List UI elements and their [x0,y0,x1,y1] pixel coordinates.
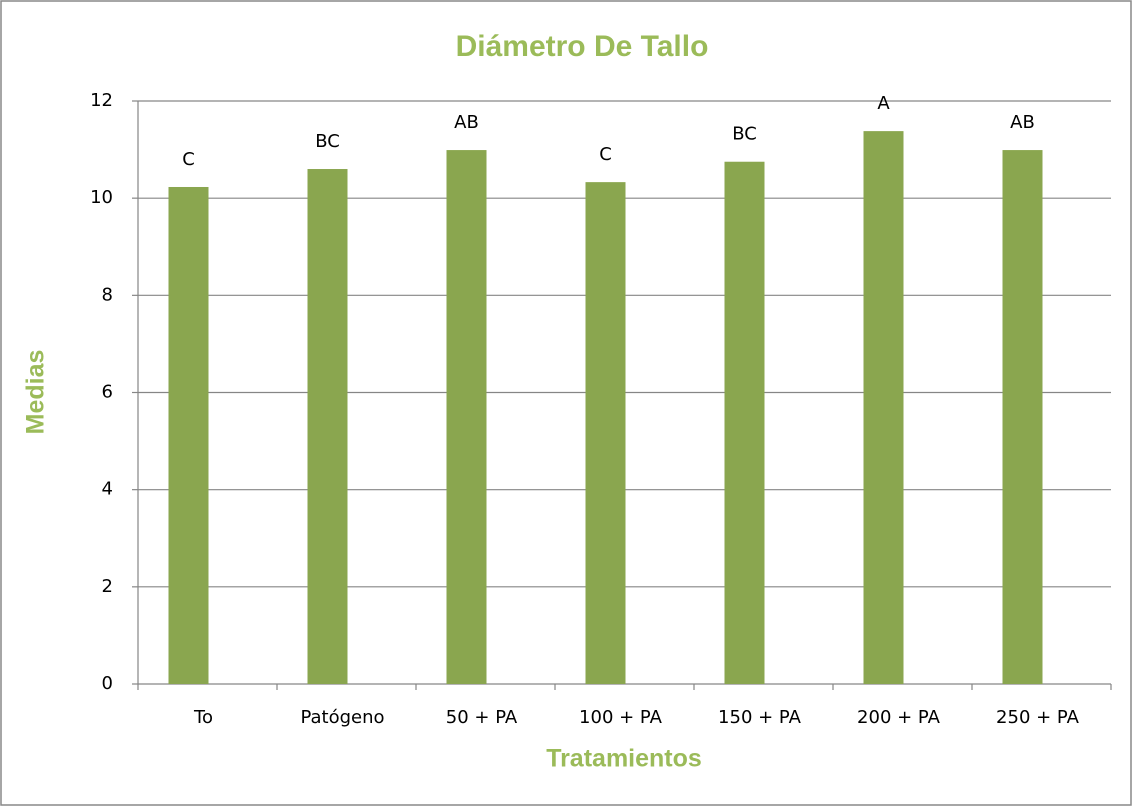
group-label: C [182,149,195,170]
bar [724,161,765,684]
x-tick-label: 150 + PA [718,707,802,728]
bar [168,186,209,684]
bar [585,182,626,685]
group-label: BC [732,124,757,145]
y-tick-label: 2 [102,576,113,597]
bar [446,150,487,685]
bar [863,131,904,684]
x-tick-label: Patógeno [300,707,384,728]
x-tick-label: 250 + PA [996,707,1080,728]
group-label: A [877,93,890,114]
y-tick-label: 12 [90,90,113,111]
y-tick-label: 10 [90,187,113,208]
x-tick-label: 50 + PA [446,707,518,728]
group-label: BC [315,131,340,152]
y-tick-label: 6 [102,382,113,403]
x-tick-label: 200 + PA [857,707,941,728]
group-label: AB [454,112,479,133]
x-axis-title: Tratamientos [546,745,702,773]
chart-title: Diámetro De Tallo [456,30,709,63]
y-tick-label: 8 [102,284,113,305]
x-tick-label: To [193,707,213,728]
x-tick-label: 100 + PA [579,707,663,728]
bar [1002,150,1043,685]
y-tick-label: 4 [102,479,113,500]
group-label: AB [1010,112,1035,133]
y-axis-title: Medias [22,350,50,435]
y-tick-label: 0 [102,673,113,694]
bar [307,169,348,684]
group-label: C [599,144,612,165]
